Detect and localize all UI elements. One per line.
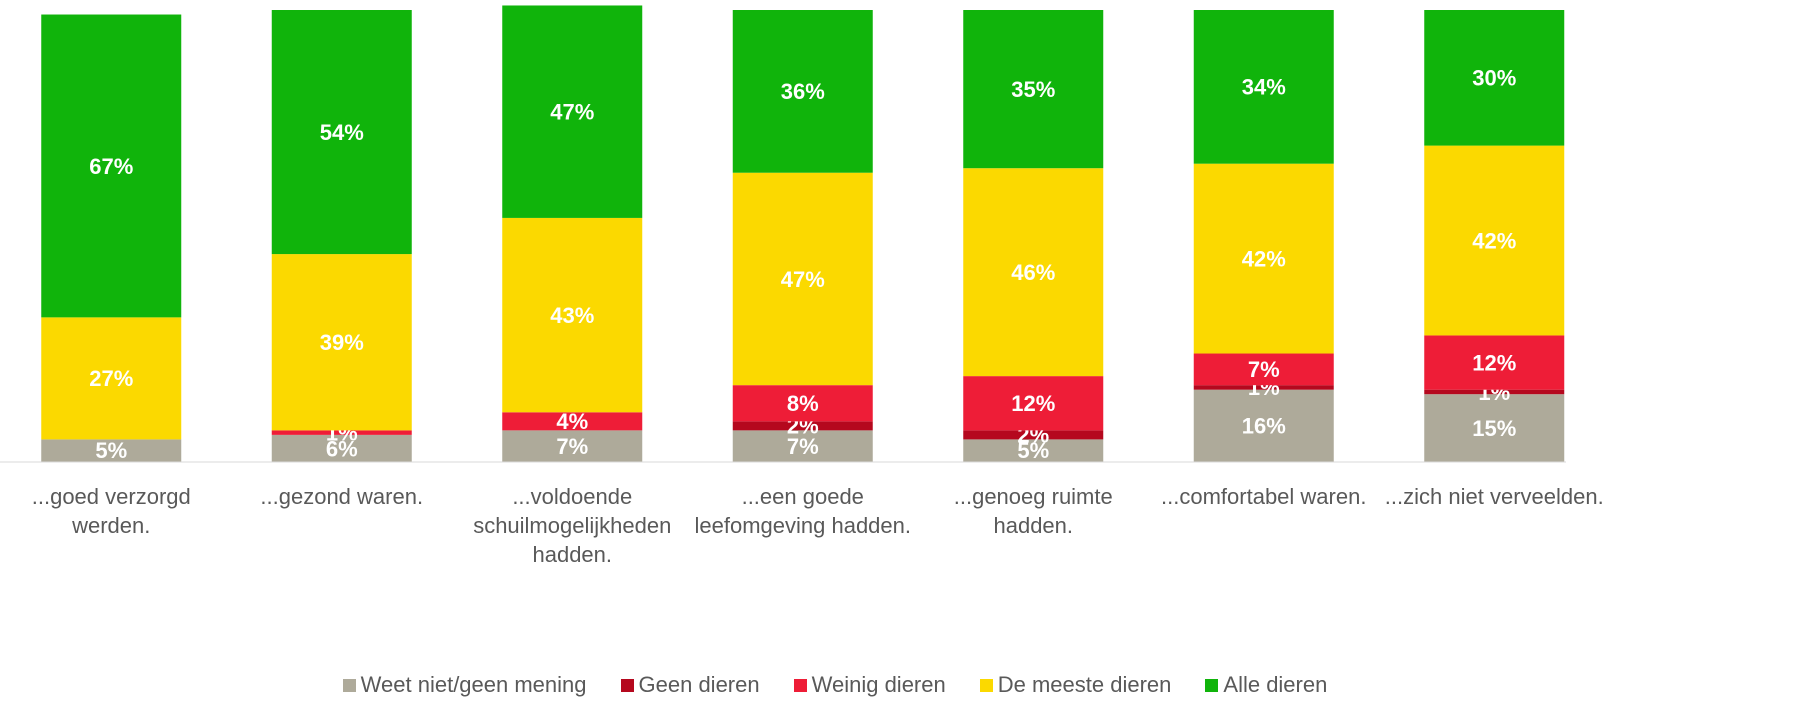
legend-swatch <box>1205 678 1219 692</box>
bar-segment <box>732 172 873 386</box>
bar-segment <box>963 376 1104 431</box>
legend-label: Geen dieren <box>638 672 760 697</box>
bar-segment <box>1193 163 1334 354</box>
data-label: 39% <box>320 330 364 355</box>
x-tick-label: ...voldoende schuilmogelijkheden hadden. <box>473 484 672 567</box>
data-label: 34% <box>1242 75 1286 100</box>
bar-segment <box>1424 394 1565 462</box>
data-label: 7% <box>787 434 819 459</box>
bar-segment <box>502 217 643 413</box>
legend-swatch <box>979 678 993 692</box>
data-label: 4% <box>556 409 588 434</box>
data-label: 43% <box>550 303 594 328</box>
bar-segment <box>502 412 643 431</box>
legend-item: Alle dieren <box>1205 672 1327 698</box>
bar-segment <box>1193 10 1334 164</box>
data-label: 47% <box>781 267 825 292</box>
legend-label: Weet niet/geen mening <box>360 672 587 697</box>
data-label: 27% <box>89 366 133 391</box>
chart: 5%27%67%6%1%39%54%7%4%43%47%7%2%8%47%36%… <box>0 5 1566 463</box>
data-label: 67% <box>89 154 133 179</box>
x-tick-label: ...zich niet verveelden. <box>1384 484 1604 509</box>
x-tick-label: ...een goede leefomgeving hadden. <box>694 484 912 538</box>
bar-segment <box>732 385 873 422</box>
data-label: 15% <box>1472 416 1516 441</box>
data-label: 5% <box>1017 438 1049 463</box>
bar-segment <box>1193 353 1334 386</box>
bar-segment <box>271 10 412 255</box>
data-label: 54% <box>320 120 364 145</box>
bar-segment <box>732 421 873 431</box>
data-label: 12% <box>1011 391 1055 416</box>
bar-segment <box>1424 10 1565 146</box>
bar-segment <box>271 434 412 462</box>
x-tick-label: ...gezond waren. <box>260 484 424 509</box>
bar-segment <box>271 254 412 431</box>
data-label: 5% <box>95 438 127 463</box>
legend-item: De meeste dieren <box>979 672 1172 698</box>
data-label: 7% <box>1248 357 1280 382</box>
bar-segment <box>1193 389 1334 462</box>
legend-item: Geen dieren <box>620 672 760 698</box>
x-tick-label: ...comfortabel waren. <box>1161 484 1367 509</box>
legend: Weet niet/geen mening Geen dieren Weinig d… <box>0 672 1670 698</box>
legend-label: Alle dieren <box>1223 672 1328 697</box>
bar-segment <box>41 317 182 440</box>
bar-segment <box>271 430 412 435</box>
bar-segment <box>1424 335 1565 390</box>
legend-item: Weinig dieren <box>793 672 946 698</box>
bar-segment <box>41 14 182 318</box>
legend-swatch <box>620 678 634 692</box>
data-label: 6% <box>326 436 358 461</box>
data-label: 46% <box>1011 260 1055 285</box>
data-label: 7% <box>556 434 588 459</box>
legend-label: De meeste dieren <box>997 672 1172 697</box>
data-label: 42% <box>1472 228 1516 253</box>
data-label: 12% <box>1472 350 1516 375</box>
bar-segment <box>1424 389 1565 395</box>
legend-item: Weet niet/geen mening <box>342 672 587 698</box>
bar-segment <box>1424 145 1565 336</box>
legend-label: Weinig dieren <box>811 672 946 697</box>
bar-segment <box>502 430 643 462</box>
data-label: 16% <box>1242 414 1286 439</box>
bar-segment <box>41 439 182 462</box>
data-label: 47% <box>550 100 594 125</box>
bar-segment <box>1193 385 1334 390</box>
data-label: 8% <box>787 391 819 416</box>
data-label: 36% <box>781 79 825 104</box>
data-label: 42% <box>1242 246 1286 271</box>
bar-segment <box>732 430 873 462</box>
bar-segment <box>502 5 643 218</box>
legend-swatch <box>342 678 356 692</box>
bar-segment <box>732 10 873 173</box>
bar-segment <box>963 430 1104 440</box>
bar-segment <box>963 10 1104 169</box>
bar-segment <box>963 439 1104 462</box>
x-tick-label: ...genoeg ruimte hadden. <box>953 484 1113 538</box>
x-tick-label: ...goed verzorgd werden. <box>31 484 191 538</box>
bar-segment <box>963 168 1104 377</box>
data-label: 30% <box>1472 66 1516 91</box>
data-label: 35% <box>1011 77 1055 102</box>
legend-swatch <box>793 678 807 692</box>
